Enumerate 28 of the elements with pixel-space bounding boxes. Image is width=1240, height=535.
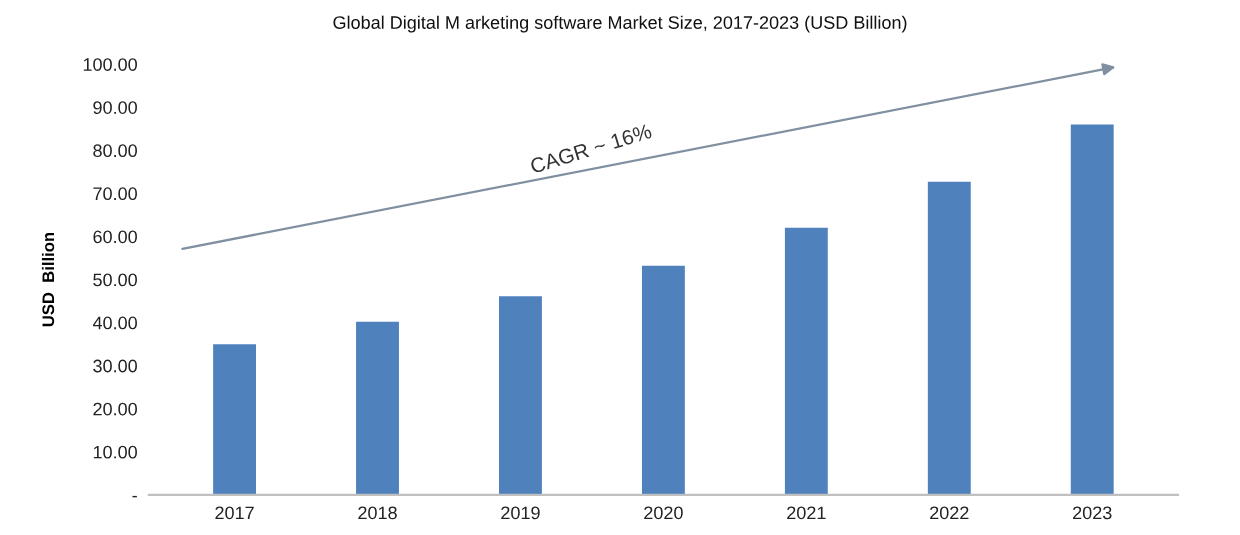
chart-title: Global Digital M arketing software Market Size, 2017-2023 (USD Billion)	[333, 15, 907, 33]
bar	[1070, 124, 1114, 495]
x-tick-label: 2018	[358, 506, 397, 520]
y-tick-label: 80.00	[93, 144, 137, 158]
y-tick-label: -	[132, 495, 137, 498]
y-tick-label: 60.00	[93, 230, 137, 244]
y-tick-label: 20.00	[93, 402, 137, 416]
x-tick-label: 2019	[501, 506, 540, 520]
bar	[641, 265, 685, 495]
bar	[927, 181, 971, 495]
bar	[356, 321, 399, 495]
bar	[784, 227, 828, 495]
annotation: CAGR ~ 16%	[529, 123, 653, 174]
x-tick-label: 2022	[930, 506, 969, 520]
y-tick-label: 40.00	[92, 316, 137, 330]
y-tick-label: 90.00	[93, 101, 137, 114]
y-tick-label: 50.00	[93, 273, 137, 287]
x-tick-label: 2017	[215, 506, 254, 520]
bar	[499, 296, 542, 495]
y-tick-label: 100.00	[83, 58, 137, 71]
x-tick-label: 2021	[787, 506, 826, 520]
y-tick-label: 10.00	[93, 445, 137, 459]
y-tick-label: 70.00	[93, 187, 137, 201]
y-tick-label: 30.00	[93, 359, 137, 373]
x-tick-label: 2020	[644, 506, 683, 520]
y-axis-title: USD Billion	[41, 232, 55, 327]
bar	[213, 344, 257, 495]
x-tick-label: 2023	[1073, 506, 1112, 520]
